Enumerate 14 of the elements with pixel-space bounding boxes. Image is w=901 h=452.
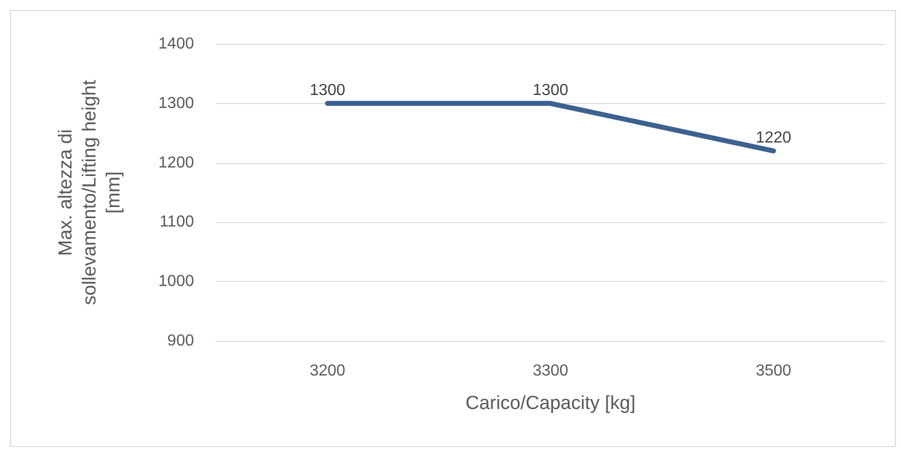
x-tick-label: 3200 xyxy=(310,362,346,380)
y-axis-title: Max. altezza di sollevamento/Lifting height [mm] xyxy=(56,79,124,305)
y-tick-label: 900 xyxy=(167,332,194,350)
y-tick-label: 1400 xyxy=(158,36,194,52)
y-tick-label: 1200 xyxy=(158,154,194,172)
data-label: 1220 xyxy=(756,129,792,146)
y-tick-label: 1100 xyxy=(160,214,194,231)
y-tick-label: 1300 xyxy=(158,94,194,112)
x-axis-title: Carico/Capacity [kg] xyxy=(465,393,636,414)
x-tick-label: 3500 xyxy=(756,362,792,380)
x-tick-label: 3300 xyxy=(532,362,568,380)
data-label: 1300 xyxy=(310,82,346,99)
y-tick-label: 1000 xyxy=(158,273,194,290)
data-label: 1300 xyxy=(532,82,568,99)
